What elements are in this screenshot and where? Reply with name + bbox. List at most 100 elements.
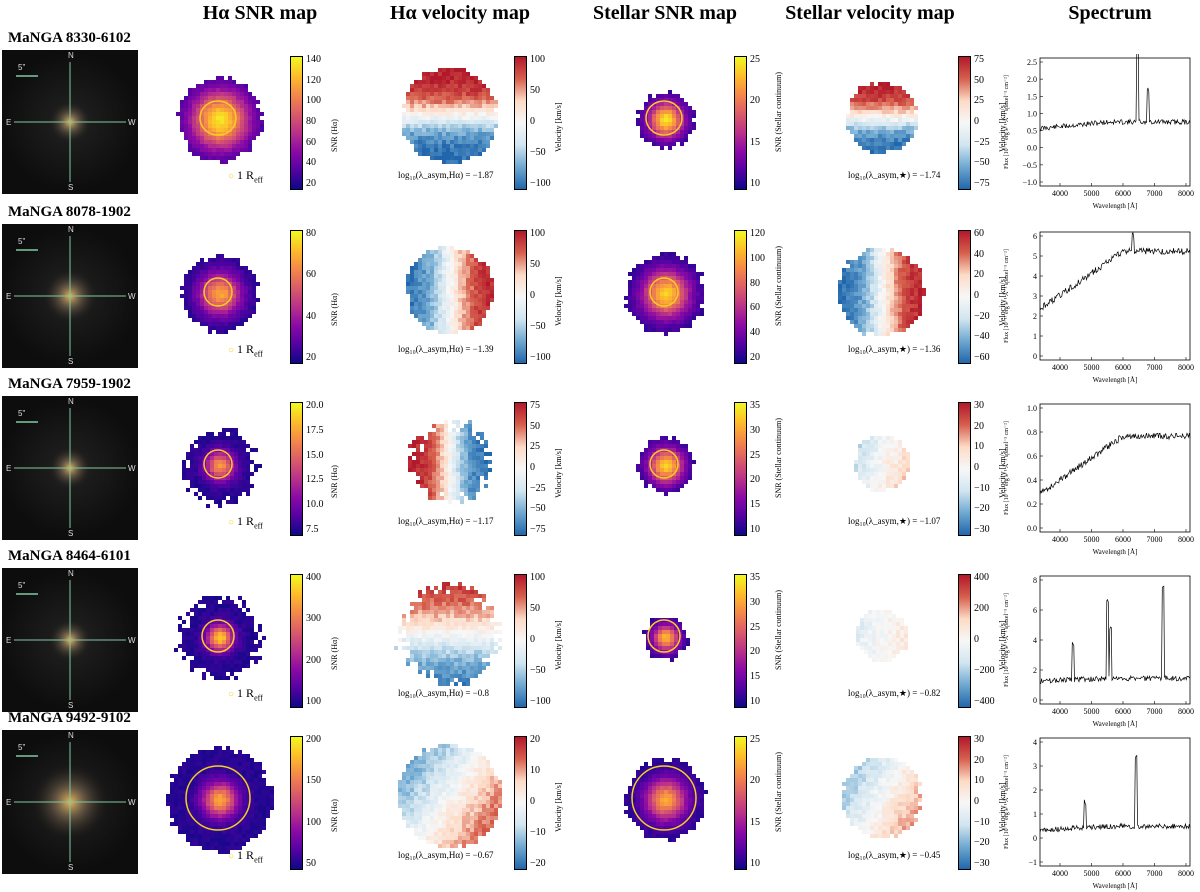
sky-label-compass_e: E — [6, 636, 11, 645]
colorbar-tick-ha_vel: 0 — [530, 462, 535, 473]
spectrum-xtick: 6000 — [1115, 189, 1131, 198]
colorbar-tick-st_vel: 60 — [974, 228, 984, 239]
colorbar-tick-ha_vel: 0 — [530, 290, 535, 301]
colorbar-st_vel — [958, 230, 971, 364]
colorbar-tick-ha_snr: 7.5 — [306, 524, 319, 535]
colorbar-tick-ha_snr: 140 — [306, 54, 321, 65]
colorbar-tick-st_vel: −400 — [974, 696, 995, 707]
colorbar-tick-st_vel: −60 — [974, 352, 990, 363]
colorbar-tick-st_vel: −20 — [974, 837, 990, 848]
colorbar-label-st_snr: SNR (Stellar continuum) — [774, 72, 783, 152]
ha-asymmetry-stat: log₁₀(λ_asym,Hα) = −1.87 — [398, 170, 494, 180]
sky-label-compass_w: W — [128, 292, 136, 301]
colorbar-label-ha_vel: Velocity [km/s] — [554, 102, 563, 152]
spectrum-ylabel: Flux [10⁻¹⁷ erg s⁻¹ Å⁻¹ spaxel⁻¹ cm⁻²] — [1002, 421, 1010, 515]
colorbar-tick-ha_snr: 200 — [306, 655, 321, 666]
spectrum-ytick: 4 — [1033, 272, 1037, 281]
spectrum-xtick: 4000 — [1052, 535, 1068, 544]
colorbar-label-ha_snr: SNR (Hα) — [330, 465, 339, 498]
header-spectrum: Spectrum — [1050, 2, 1170, 25]
colorbar-st_snr — [734, 56, 747, 190]
colorbar-tick-ha_vel: −100 — [530, 352, 551, 363]
colorbar-tick-st_vel: −30 — [974, 858, 990, 869]
sky-label-compass_w: W — [128, 798, 136, 807]
spectrum-ytick: 0.4 — [1027, 476, 1037, 485]
spectrum-ytick: 8 — [1033, 576, 1037, 585]
spectrum-xtick: 6000 — [1115, 535, 1131, 544]
spectrum-axes — [1040, 738, 1190, 866]
sky-label-compass_s: S — [68, 701, 73, 710]
colorbar-tick-st_vel: −50 — [974, 157, 990, 168]
colorbar-tick-ha_snr: 20 — [306, 178, 316, 189]
colorbar-tick-ha_vel: −50 — [530, 321, 546, 332]
ha-snr-map — [158, 404, 278, 524]
colorbar-tick-ha_vel: −100 — [530, 178, 551, 189]
ha-asymmetry-stat: log₁₀(λ_asym,Hα) = −0.67 — [398, 850, 494, 860]
colorbar-st_snr — [734, 402, 747, 536]
colorbar-tick-st_snr: 20 — [750, 474, 760, 485]
colorbar-tick-st_snr: 20 — [750, 352, 760, 363]
spectrum-axes — [1040, 404, 1190, 532]
spectrum-ytick: 1.0 — [1027, 109, 1037, 118]
ha-snr-map — [158, 232, 278, 352]
colorbar-tick-ha_snr: 100 — [306, 95, 321, 106]
colorbar-tick-ha_snr: 20.0 — [306, 400, 324, 411]
spectrum-ytick: 2 — [1033, 312, 1037, 321]
stellar-snr-map — [604, 738, 724, 858]
colorbar-label-ha_vel: Velocity [km/s] — [554, 448, 563, 498]
colorbar-label-ha_vel: Velocity [km/s] — [554, 782, 563, 832]
sky-label-scale: 5" — [18, 409, 25, 418]
colorbar-tick-st_vel: 0 — [974, 290, 979, 301]
colorbar-tick-st_vel: −40 — [974, 331, 990, 342]
colorbar-ha_snr — [290, 230, 303, 364]
colorbar-tick-st_vel: 0 — [974, 634, 979, 645]
spectrum-line — [1040, 233, 1190, 310]
colorbar-tick-ha_vel: −50 — [530, 147, 546, 158]
ha-snr-map — [158, 738, 278, 858]
stellar-velocity-map — [820, 230, 940, 350]
colorbar-ha_vel — [514, 56, 527, 190]
spectrum-ytick: 3 — [1033, 762, 1037, 771]
colorbar-tick-st_vel: 50 — [974, 75, 984, 86]
sky-label-scale: 5" — [18, 237, 25, 246]
header-stellar-snr: Stellar SNR map — [580, 2, 750, 25]
spectrum-ytick: 4 — [1033, 636, 1037, 645]
colorbar-tick-st_vel: −20 — [974, 503, 990, 514]
colorbar-tick-st_vel: 400 — [974, 572, 989, 583]
colorbar-tick-ha_vel: 50 — [530, 603, 540, 614]
colorbar-tick-ha_vel: 100 — [530, 572, 545, 583]
spectrum-xtick: 7000 — [1147, 535, 1163, 544]
colorbar-tick-st_snr: 35 — [750, 400, 760, 411]
sky-label-compass_w: W — [128, 118, 136, 127]
spectrum-ytick: 0 — [1033, 352, 1037, 361]
colorbar-ha_vel — [514, 230, 527, 364]
spectrum-xtick: 8000 — [1178, 535, 1194, 544]
spectrum-xlabel: Wavelength [Å] — [1093, 376, 1138, 384]
colorbar-tick-ha_vel: 100 — [530, 228, 545, 239]
stellar-asymmetry-stat: log₁₀(λ_asym,★) = −0.82 — [848, 688, 940, 699]
spectrum-ytick: 2.5 — [1027, 58, 1037, 67]
stellar-velocity-map — [820, 736, 940, 856]
colorbar-tick-st_snr: 25 — [750, 54, 760, 65]
colorbar-label-st_snr: SNR (Stellar continuum) — [774, 418, 783, 498]
colorbar-ha_snr — [290, 402, 303, 536]
colorbar-ha_snr — [290, 736, 303, 870]
spectrum-ytick: 6 — [1033, 232, 1037, 241]
ha-snr-map — [158, 576, 278, 696]
spectrum-ytick: 0.8 — [1027, 428, 1037, 437]
colorbar-tick-ha_snr: 40 — [306, 157, 316, 168]
spectrum-ytick: 0.0 — [1027, 144, 1037, 153]
stellar-asymmetry-stat: log₁₀(λ_asym,★) = −1.74 — [848, 170, 940, 181]
colorbar-st_snr — [734, 230, 747, 364]
colorbar-tick-st_snr: 25 — [750, 622, 760, 633]
colorbar-st_snr — [734, 736, 747, 870]
colorbar-tick-ha_snr: 10.0 — [306, 499, 324, 510]
sky-label-compass_s: S — [68, 357, 73, 366]
stellar-snr-map — [604, 232, 724, 352]
sky-label-scale: 5" — [18, 581, 25, 590]
